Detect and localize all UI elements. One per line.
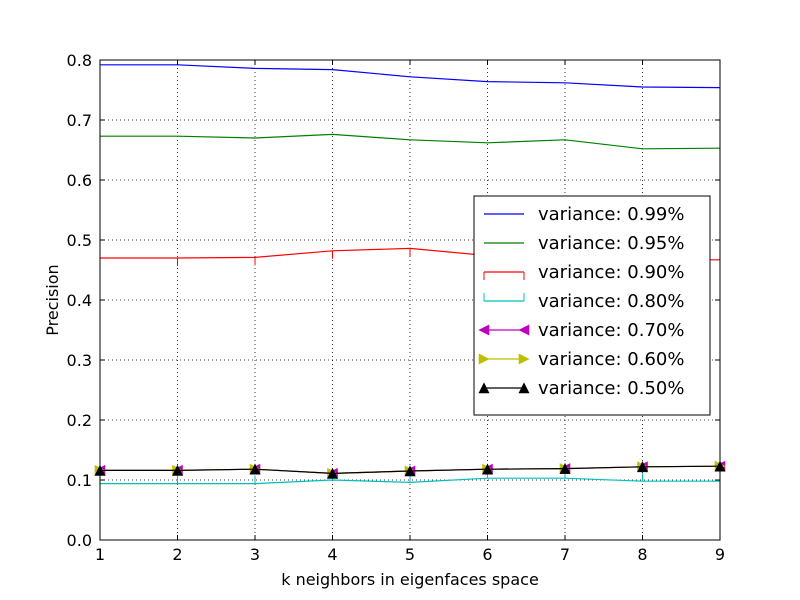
x-tick-label: 6 <box>482 545 492 564</box>
series-line <box>100 64 721 89</box>
x-tick-label: 5 <box>405 545 415 564</box>
legend-marker <box>478 382 490 394</box>
x-tick-label: 3 <box>250 545 260 564</box>
y-tick-label: 0.2 <box>67 411 92 430</box>
series-point <box>249 463 261 475</box>
series-point <box>404 465 416 477</box>
legend-item: variance: 0.50% <box>478 378 684 399</box>
y-tick-label: 0.5 <box>67 231 92 250</box>
x-tick-label: 7 <box>560 545 570 564</box>
y-tick-label: 0.8 <box>67 51 92 70</box>
legend-label: variance: 0.60% <box>538 349 684 370</box>
legend-marker <box>478 353 490 365</box>
series-point <box>637 461 648 473</box>
series-point <box>172 464 183 476</box>
y-tick-label: 0.0 <box>67 531 92 550</box>
legend-item: variance: 0.95% <box>484 233 684 254</box>
legend-box <box>473 195 711 416</box>
legend-label: variance: 0.50% <box>538 378 684 399</box>
legend-item: variance: 0.99% <box>484 204 684 225</box>
x-tick-label: 9 <box>715 545 725 564</box>
y-axis-label: Precision <box>43 264 62 335</box>
series-1 <box>100 133 721 150</box>
legend-label: variance: 0.90% <box>538 262 684 283</box>
legend-item: variance: 0.80% <box>483 291 684 312</box>
legend-marker <box>478 324 490 336</box>
y-tick-label: 0.1 <box>67 471 92 490</box>
series-point <box>327 467 338 479</box>
legend-marker <box>518 382 530 394</box>
axis-ticks: 1 2 3 4 5 6 7 8 9 0.0 0.1 0.2 0.3 0.4 0.5 0.6 0.7 0.8 <box>67 51 726 564</box>
legend-label: variance: 0.80% <box>538 291 684 312</box>
legend-marker <box>518 324 530 336</box>
x-tick-label: 2 <box>172 545 182 564</box>
series-line <box>100 133 721 150</box>
y-tick-label: 0.3 <box>67 351 92 370</box>
series-point <box>482 463 493 475</box>
series-layer <box>94 64 726 485</box>
legend-item: variance: 0.60% <box>478 349 684 370</box>
series-point <box>559 462 571 474</box>
legend-item: variance: 0.70% <box>478 320 684 341</box>
y-tick-label: 0.7 <box>67 111 92 130</box>
legend-label: variance: 0.95% <box>538 233 684 254</box>
series-0 <box>100 64 721 89</box>
x-tick-label: 4 <box>327 545 337 564</box>
x-axis-label: k neighbors in eigenfaces space <box>281 570 539 589</box>
x-tick-label: 1 <box>95 545 105 564</box>
legend: variance: 0.99% variance: 0.95% variance: … <box>473 195 711 416</box>
legend-marker <box>518 353 530 365</box>
y-tick-label: 0.4 <box>67 291 92 310</box>
legend-label: variance: 0.70% <box>538 320 684 341</box>
x-tick-label: 8 <box>637 545 647 564</box>
legend-item: variance: 0.90% <box>483 262 684 283</box>
legend-label: variance: 0.99% <box>538 204 684 225</box>
y-tick-label: 0.6 <box>67 171 92 190</box>
